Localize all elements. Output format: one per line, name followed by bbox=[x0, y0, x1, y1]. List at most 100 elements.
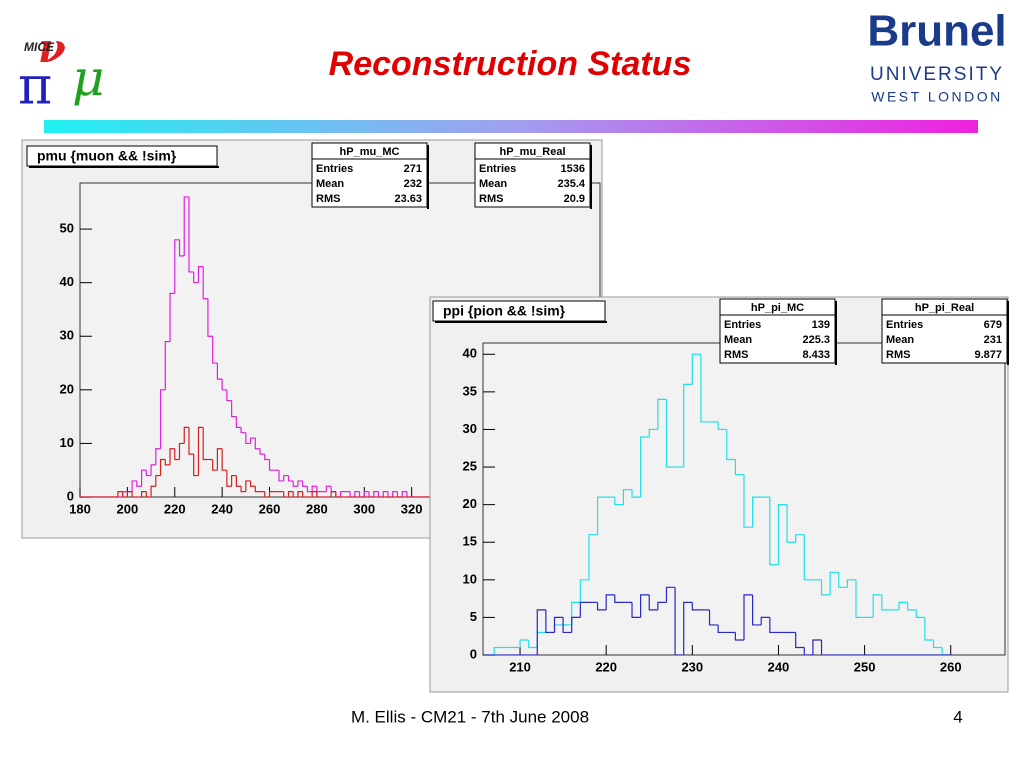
histogram-title: ppi {pion && !sim} bbox=[443, 303, 566, 319]
histogram-bin bbox=[872, 594, 882, 618]
histogram-bin bbox=[596, 602, 607, 611]
histogram-bin bbox=[674, 587, 684, 655]
x-tick-label: 260 bbox=[940, 659, 962, 674]
histogram-bin bbox=[126, 491, 133, 497]
histogram-bin bbox=[622, 489, 633, 505]
histogram-bin bbox=[691, 602, 701, 611]
logo-symbol: ν bbox=[38, 25, 66, 72]
histogram-bin bbox=[820, 639, 831, 655]
histogram-bin bbox=[691, 353, 701, 385]
logo-line: WEST LONDON bbox=[871, 89, 1002, 105]
histogram-bin bbox=[216, 448, 223, 471]
histogram-bin bbox=[150, 464, 156, 476]
y-tick-label: 5 bbox=[470, 609, 477, 624]
histogram-bin bbox=[188, 427, 194, 455]
histogram-bin bbox=[373, 491, 379, 497]
histogram-bin bbox=[240, 427, 246, 434]
stats-label: Mean bbox=[316, 178, 344, 190]
histogram-bin bbox=[221, 379, 227, 391]
histogram-bin bbox=[941, 647, 951, 655]
histogram-bin bbox=[235, 416, 242, 428]
stats-title: hP_pi_MC bbox=[751, 302, 804, 314]
histogram-bin bbox=[283, 474, 289, 481]
histogram-bin bbox=[665, 586, 676, 603]
histogram-bin bbox=[287, 475, 294, 482]
y-tick-label: 30 bbox=[60, 328, 74, 343]
histogram-bin bbox=[700, 354, 710, 423]
title-shadow bbox=[29, 166, 219, 168]
histogram-bin bbox=[855, 579, 865, 619]
histogram-bin bbox=[387, 491, 393, 497]
histogram-bin bbox=[665, 399, 676, 468]
y-tick-label: 40 bbox=[463, 346, 477, 361]
logo-symbol: π bbox=[18, 57, 52, 117]
stats-label: RMS bbox=[316, 193, 340, 205]
histogram-bin bbox=[640, 594, 650, 618]
histogram-bin bbox=[140, 491, 147, 497]
histogram-bin bbox=[249, 480, 256, 487]
histogram-bin bbox=[188, 196, 194, 273]
histogram-bin bbox=[795, 632, 805, 649]
histogram-bin bbox=[519, 639, 529, 648]
histogram-bin bbox=[202, 266, 208, 300]
histogram-bin bbox=[278, 470, 284, 482]
stats-value: 139 bbox=[812, 319, 830, 331]
histogram-bin bbox=[254, 486, 261, 493]
stats-value: 235.4 bbox=[557, 178, 585, 190]
histogram-bin bbox=[717, 421, 727, 431]
y-tick-label: 10 bbox=[463, 571, 477, 586]
histogram-bin bbox=[297, 480, 303, 487]
histogram-bin bbox=[264, 454, 270, 461]
y-tick-label: 35 bbox=[463, 383, 477, 398]
stats-box bbox=[881, 298, 1008, 364]
histogram-bin bbox=[302, 480, 308, 487]
histogram-bin bbox=[803, 647, 813, 655]
histogram-bin bbox=[493, 646, 503, 655]
histogram-bin bbox=[881, 594, 891, 611]
page-number: 4 bbox=[953, 707, 962, 726]
histogram-bin bbox=[145, 470, 152, 477]
stats-value: 23.63 bbox=[394, 193, 422, 205]
histogram-bin bbox=[283, 491, 289, 497]
histogram-bin bbox=[717, 624, 727, 634]
histogram-bin bbox=[131, 480, 137, 492]
histogram-bin bbox=[207, 298, 213, 337]
x-tick-label: 280 bbox=[306, 501, 328, 516]
y-tick-label: 50 bbox=[60, 221, 74, 236]
histogram-bin bbox=[349, 491, 355, 497]
histogram-bin bbox=[734, 632, 744, 641]
logo-symbol: μ bbox=[72, 49, 105, 107]
histogram-bin bbox=[226, 470, 232, 487]
histogram-bin bbox=[820, 579, 831, 596]
y-tick-label: 25 bbox=[463, 458, 477, 473]
stats-box bbox=[719, 298, 836, 364]
histogram-bin bbox=[140, 469, 147, 487]
stats-label: Mean bbox=[724, 334, 752, 346]
histogram-bin bbox=[193, 454, 199, 477]
slide-title: Reconstruction Status bbox=[329, 45, 692, 83]
stats-label: Entries bbox=[724, 319, 761, 331]
histogram-bin bbox=[752, 496, 762, 528]
y-tick-label: 15 bbox=[463, 534, 477, 549]
histogram-bin bbox=[743, 474, 753, 528]
stats-title: hP_mu_Real bbox=[499, 146, 565, 158]
histogram-bin bbox=[708, 609, 719, 626]
x-tick-label: 210 bbox=[509, 659, 531, 674]
histogram-bin bbox=[579, 601, 589, 618]
histogram-bin bbox=[306, 486, 313, 493]
x-tick-label: 220 bbox=[595, 659, 617, 674]
histogram-bin bbox=[743, 594, 753, 640]
x-tick-label: 240 bbox=[768, 659, 790, 674]
stats-shadow bbox=[1007, 301, 1009, 365]
stats-value: 225.3 bbox=[802, 334, 830, 346]
histogram-bin bbox=[528, 639, 538, 649]
histogram-bin bbox=[657, 601, 667, 610]
stats-value: 679 bbox=[984, 319, 1002, 331]
histogram-bin bbox=[588, 534, 598, 580]
x-tick-label: 250 bbox=[854, 659, 876, 674]
y-tick-label: 20 bbox=[463, 496, 477, 511]
histogram-bin bbox=[406, 491, 412, 497]
y-tick-label: 0 bbox=[470, 646, 477, 661]
y-tick-label: 0 bbox=[67, 488, 74, 503]
